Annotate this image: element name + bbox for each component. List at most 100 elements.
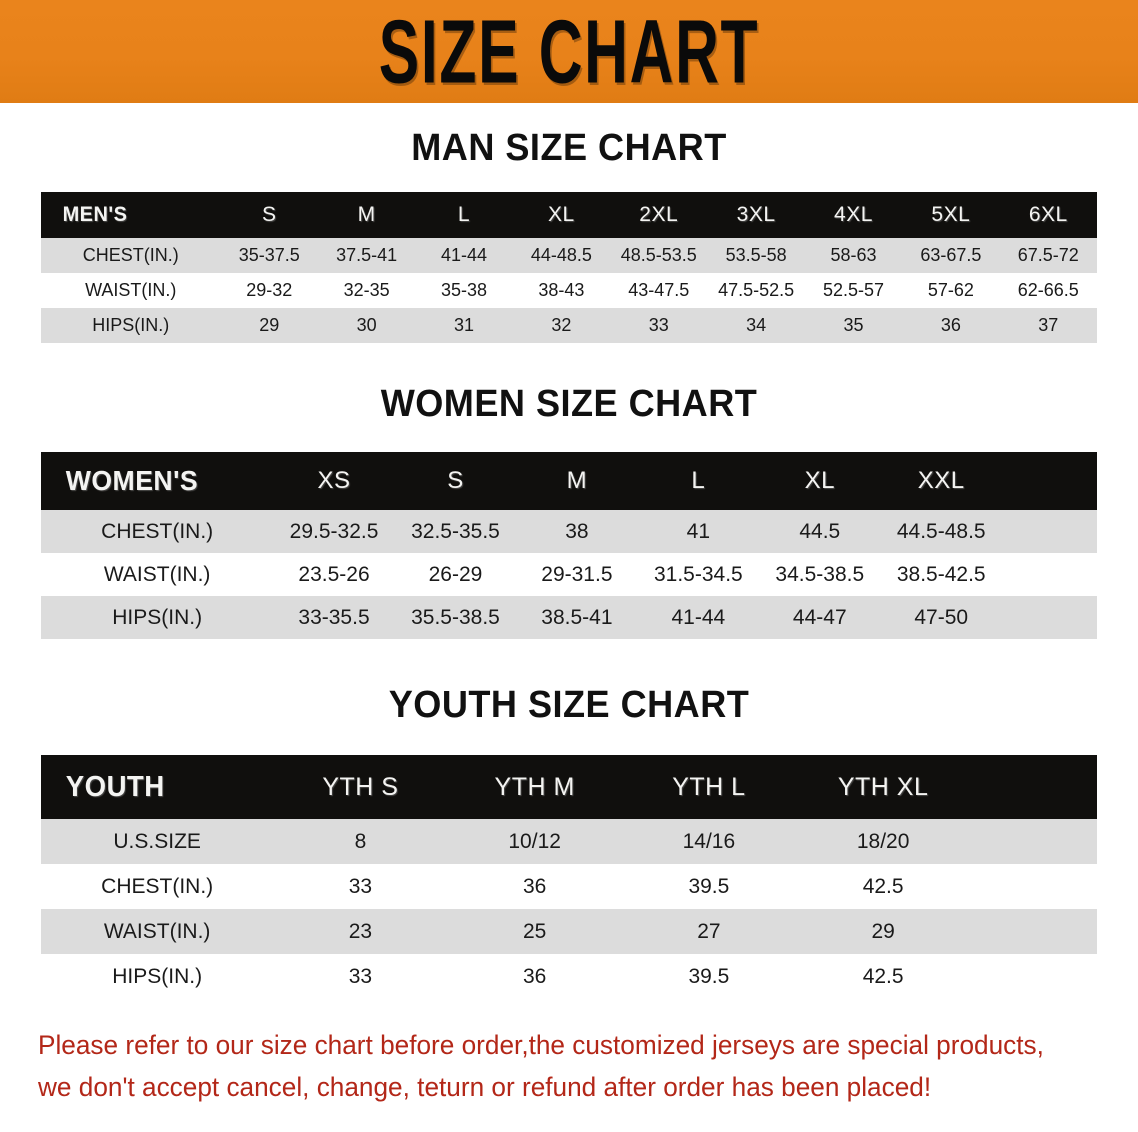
- women-header-cell-3: M: [566, 467, 588, 494]
- man-cell-chest-3xl: 53.5-58: [725, 245, 787, 265]
- man-cell-hips-6xl: 37: [1038, 315, 1059, 335]
- man-row-label-waist: WAIST(IN.): [85, 280, 177, 300]
- youth-row-label-ussize: U.S.SIZE: [113, 829, 201, 853]
- man-cell-waist-xl: 38-43: [538, 280, 585, 300]
- man-cell-chest-l: 41-44: [440, 245, 487, 265]
- man-cell-waist-5xl: 57-62: [927, 280, 974, 300]
- footer-notice-line-2: we don't accept cancel, change, teturn o…: [38, 1071, 932, 1102]
- women-header-cell-6: XXL: [917, 467, 965, 494]
- man-header-cell-5: 2XL: [639, 203, 679, 226]
- women-cell-chest-l: 41: [686, 519, 711, 543]
- man-header-cell-7: 4XL: [834, 203, 873, 226]
- women-row-label-hips: HIPS(IN.): [112, 605, 203, 629]
- youth-header-cell-3: YTH L: [672, 772, 746, 801]
- man-section-title: MAN SIZE CHART: [411, 127, 727, 169]
- youth-size-table-block: YOUTH YTH S YTH M YTH L YTH XL U.S.SIZE …: [41, 755, 1097, 999]
- man-cell-waist-m: 32-35: [343, 280, 390, 300]
- youth-header-spacer: [970, 755, 1097, 819]
- youth-cell-waist-spacer: [970, 909, 1097, 954]
- women-cell-hips-xxl: 47-50: [914, 605, 969, 629]
- man-cell-chest-2xl: 48.5-53.5: [620, 245, 697, 265]
- women-cell-hips-m: 38.5-41: [541, 605, 613, 629]
- footer-notice: Please refer to our size chart before or…: [38, 1025, 1068, 1109]
- youth-cell-ussize-xl: 18/20: [856, 829, 910, 853]
- youth-header-cell-0: YOUTH: [65, 770, 165, 803]
- women-header-cell-4: L: [691, 467, 706, 494]
- women-table-header-row: WOMEN'S XS S M L XL XXL: [41, 452, 1097, 510]
- table-row: HIPS(IN.) 33 36 39.5 42.5: [41, 954, 1097, 999]
- women-header-cell-0: WOMEN'S: [65, 465, 199, 496]
- women-cell-chest-xxl: 44.5-48.5: [896, 519, 986, 543]
- youth-header-cell-4: YTH XL: [837, 772, 929, 801]
- women-cell-waist-s: 26-29: [428, 562, 483, 586]
- youth-cell-ussize-m: 10/12: [508, 829, 561, 853]
- women-cell-hips-l: 41-44: [671, 605, 726, 629]
- table-row: HIPS(IN.) 29 30 31 32 33 34 35 36 37: [41, 308, 1097, 343]
- man-cell-waist-l: 35-38: [440, 280, 487, 300]
- women-cell-chest-m: 38: [565, 519, 589, 543]
- table-row: WAIST(IN.) 23 25 27 29: [41, 909, 1097, 954]
- youth-cell-chest-l: 39.5: [688, 874, 730, 898]
- man-cell-hips-2xl: 33: [648, 315, 669, 335]
- youth-row-label-waist: WAIST(IN.): [103, 919, 211, 943]
- man-header-cell-0: MEN'S: [62, 203, 128, 226]
- women-cell-hips-xl: 44-47: [792, 605, 847, 629]
- man-cell-chest-4xl: 58-63: [830, 245, 877, 265]
- table-row: WAIST(IN.) 29-32 32-35 35-38 38-43 43-47…: [41, 273, 1097, 308]
- man-cell-hips-s: 29: [259, 315, 280, 335]
- women-cell-hips-xs: 33-35.5: [298, 605, 370, 629]
- man-header-cell-4: XL: [548, 203, 575, 226]
- youth-cell-waist-s: 23: [348, 919, 373, 943]
- man-cell-waist-3xl: 47.5-52.5: [718, 280, 795, 300]
- women-header-cell-5: XL: [804, 467, 835, 494]
- man-cell-hips-3xl: 34: [746, 315, 767, 335]
- table-row: U.S.SIZE 8 10/12 14/16 18/20: [41, 819, 1097, 864]
- man-cell-hips-5xl: 36: [940, 315, 961, 335]
- youth-size-table: YOUTH YTH S YTH M YTH L YTH XL U.S.SIZE …: [41, 755, 1097, 999]
- man-cell-waist-s: 29-32: [246, 280, 293, 300]
- man-size-table: MEN'S S M L XL 2XL 3XL 4XL 5XL 6XL CHEST…: [41, 192, 1097, 343]
- youth-cell-waist-m: 25: [522, 919, 547, 943]
- man-cell-chest-s: 35-37.5: [238, 245, 300, 265]
- man-cell-hips-xl: 32: [551, 315, 572, 335]
- man-cell-chest-m: 37.5-41: [336, 245, 398, 265]
- youth-section-title: YOUTH SIZE CHART: [388, 684, 750, 726]
- youth-header-cell-2: YTH M: [494, 772, 575, 801]
- youth-cell-waist-xl: 29: [871, 919, 895, 943]
- women-size-table: WOMEN'S XS S M L XL XXL CHEST(IN.) 29.5-…: [41, 452, 1097, 639]
- women-header-cell-2: S: [447, 467, 464, 494]
- man-cell-waist-6xl: 62-66.5: [1017, 280, 1079, 300]
- man-header-cell-3: L: [457, 203, 471, 226]
- man-cell-hips-4xl: 35: [843, 315, 864, 335]
- man-header-cell-8: 5XL: [931, 203, 971, 226]
- youth-cell-hips-spacer: [970, 954, 1097, 999]
- women-size-table-block: WOMEN'S XS S M L XL XXL CHEST(IN.) 29.5-…: [41, 452, 1097, 639]
- man-header-cell-9: 6XL: [1028, 203, 1068, 226]
- women-cell-waist-l: 31.5-34.5: [653, 562, 743, 586]
- youth-cell-chest-xl: 42.5: [862, 874, 904, 898]
- women-header-cell-1: XS: [317, 467, 351, 494]
- women-section-title: WOMEN SIZE CHART: [380, 383, 758, 425]
- women-cell-chest-xl: 44.5: [799, 519, 841, 543]
- table-row: HIPS(IN.) 33-35.5 35.5-38.5 38.5-41 41-4…: [41, 596, 1097, 639]
- table-row: CHEST(IN.) 29.5-32.5 32.5-35.5 38 41 44.…: [41, 510, 1097, 553]
- man-cell-hips-m: 30: [356, 315, 377, 335]
- table-row: CHEST(IN.) 33 36 39.5 42.5: [41, 864, 1097, 909]
- women-cell-hips-spacer: [1002, 596, 1097, 639]
- youth-cell-ussize-spacer: [970, 819, 1097, 864]
- youth-row-label-chest: CHEST(IN.): [101, 874, 214, 898]
- youth-header-cell-1: YTH S: [322, 772, 399, 801]
- man-cell-chest-xl: 44-48.5: [530, 245, 592, 265]
- women-cell-waist-m: 29-31.5: [541, 562, 613, 586]
- man-row-label-chest: CHEST(IN.): [82, 245, 179, 265]
- youth-cell-hips-s: 33: [348, 964, 373, 988]
- man-table-header-row: MEN'S S M L XL 2XL 3XL 4XL 5XL 6XL: [41, 192, 1097, 238]
- women-cell-waist-xxl: 38.5-42.5: [896, 562, 986, 586]
- youth-cell-chest-spacer: [970, 864, 1097, 909]
- youth-cell-hips-m: 36: [522, 964, 547, 988]
- women-cell-chest-s: 32.5-35.5: [411, 519, 500, 543]
- youth-row-label-hips: HIPS(IN.): [112, 964, 203, 988]
- man-header-cell-1: S: [261, 203, 277, 226]
- women-header-spacer: [1002, 452, 1097, 510]
- youth-cell-chest-m: 36: [522, 874, 547, 898]
